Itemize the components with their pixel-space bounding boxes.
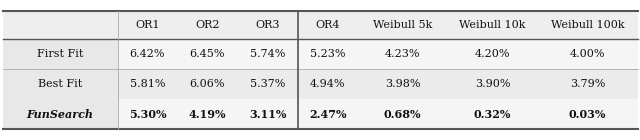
Bar [177, 39, 237, 69]
Text: 0.68%: 0.68% [384, 108, 421, 120]
Text: 6.45%: 6.45% [189, 49, 225, 59]
Text: 5.23%: 5.23% [310, 49, 345, 59]
Text: OR4: OR4 [316, 20, 340, 30]
Bar [298, 69, 358, 99]
Text: 6.06%: 6.06% [189, 79, 225, 89]
Bar [177, 11, 237, 39]
Bar [118, 69, 177, 99]
Text: 3.79%: 3.79% [570, 79, 605, 89]
Text: 4.00%: 4.00% [570, 49, 605, 59]
Bar [237, 99, 298, 129]
Bar [298, 11, 358, 39]
Text: OR3: OR3 [255, 20, 280, 30]
Text: 4.19%: 4.19% [189, 108, 227, 120]
Text: Best Fit: Best Fit [38, 79, 82, 89]
Text: FunSearch: FunSearch [26, 108, 93, 120]
Bar [177, 69, 237, 99]
Text: Weibull 5k: Weibull 5k [373, 20, 432, 30]
Text: 3.11%: 3.11% [249, 108, 286, 120]
Bar [118, 99, 177, 129]
Bar [118, 11, 177, 39]
Text: 4.94%: 4.94% [310, 79, 345, 89]
Bar [237, 69, 298, 99]
Text: 4.20%: 4.20% [475, 49, 510, 59]
Text: OR2: OR2 [195, 20, 220, 30]
Bar [298, 39, 358, 69]
Text: 5.37%: 5.37% [250, 79, 285, 89]
Text: 4.23%: 4.23% [385, 49, 420, 59]
Text: 3.90%: 3.90% [475, 79, 510, 89]
Text: 2.47%: 2.47% [308, 108, 346, 120]
Bar [177, 99, 237, 129]
Text: 5.81%: 5.81% [130, 79, 165, 89]
Text: Weibull 100k: Weibull 100k [550, 20, 624, 30]
Bar [237, 39, 298, 69]
Bar [237, 11, 298, 39]
Text: 3.98%: 3.98% [385, 79, 420, 89]
Text: 0.03%: 0.03% [569, 108, 606, 120]
Text: Weibull 10k: Weibull 10k [460, 20, 525, 30]
Text: 5.30%: 5.30% [129, 108, 166, 120]
Text: 5.74%: 5.74% [250, 49, 285, 59]
Bar [298, 99, 358, 129]
Bar [118, 39, 177, 69]
Text: First Fit: First Fit [37, 49, 83, 59]
Text: 0.32%: 0.32% [474, 108, 511, 120]
Text: 6.42%: 6.42% [130, 49, 165, 59]
Text: OR1: OR1 [135, 20, 160, 30]
